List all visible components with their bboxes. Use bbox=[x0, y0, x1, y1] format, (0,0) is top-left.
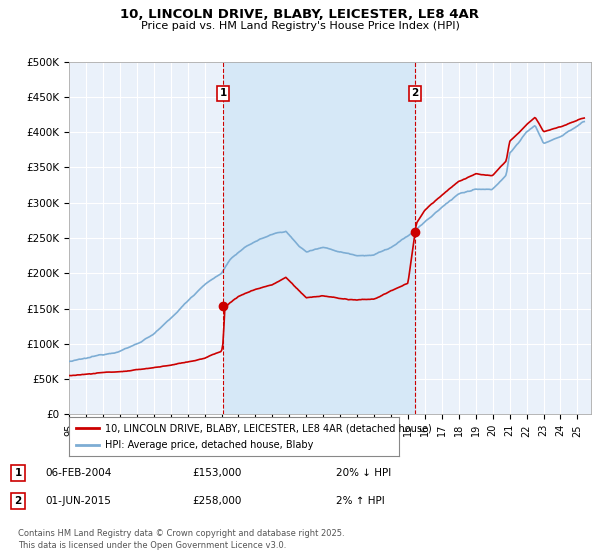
Text: £258,000: £258,000 bbox=[192, 496, 241, 506]
Text: HPI: Average price, detached house, Blaby: HPI: Average price, detached house, Blab… bbox=[106, 440, 314, 450]
Text: Price paid vs. HM Land Registry's House Price Index (HPI): Price paid vs. HM Land Registry's House … bbox=[140, 21, 460, 31]
Text: 06-FEB-2004: 06-FEB-2004 bbox=[45, 468, 112, 478]
Bar bbox=[223, 62, 415, 414]
Text: This data is licensed under the Open Government Licence v3.0.: This data is licensed under the Open Gov… bbox=[18, 542, 286, 550]
Text: 20% ↓ HPI: 20% ↓ HPI bbox=[336, 468, 391, 478]
Text: 2: 2 bbox=[412, 88, 419, 99]
Text: 1: 1 bbox=[14, 468, 22, 478]
Text: 01-JUN-2015: 01-JUN-2015 bbox=[45, 496, 111, 506]
Text: 10, LINCOLN DRIVE, BLABY, LEICESTER, LE8 4AR (detached house): 10, LINCOLN DRIVE, BLABY, LEICESTER, LE8… bbox=[106, 423, 432, 433]
Text: Contains HM Land Registry data © Crown copyright and database right 2025.: Contains HM Land Registry data © Crown c… bbox=[18, 529, 344, 538]
Text: 1: 1 bbox=[220, 88, 227, 99]
Text: 2: 2 bbox=[14, 496, 22, 506]
Text: £153,000: £153,000 bbox=[192, 468, 241, 478]
Text: 10, LINCOLN DRIVE, BLABY, LEICESTER, LE8 4AR: 10, LINCOLN DRIVE, BLABY, LEICESTER, LE8… bbox=[121, 8, 479, 21]
Text: 2% ↑ HPI: 2% ↑ HPI bbox=[336, 496, 385, 506]
